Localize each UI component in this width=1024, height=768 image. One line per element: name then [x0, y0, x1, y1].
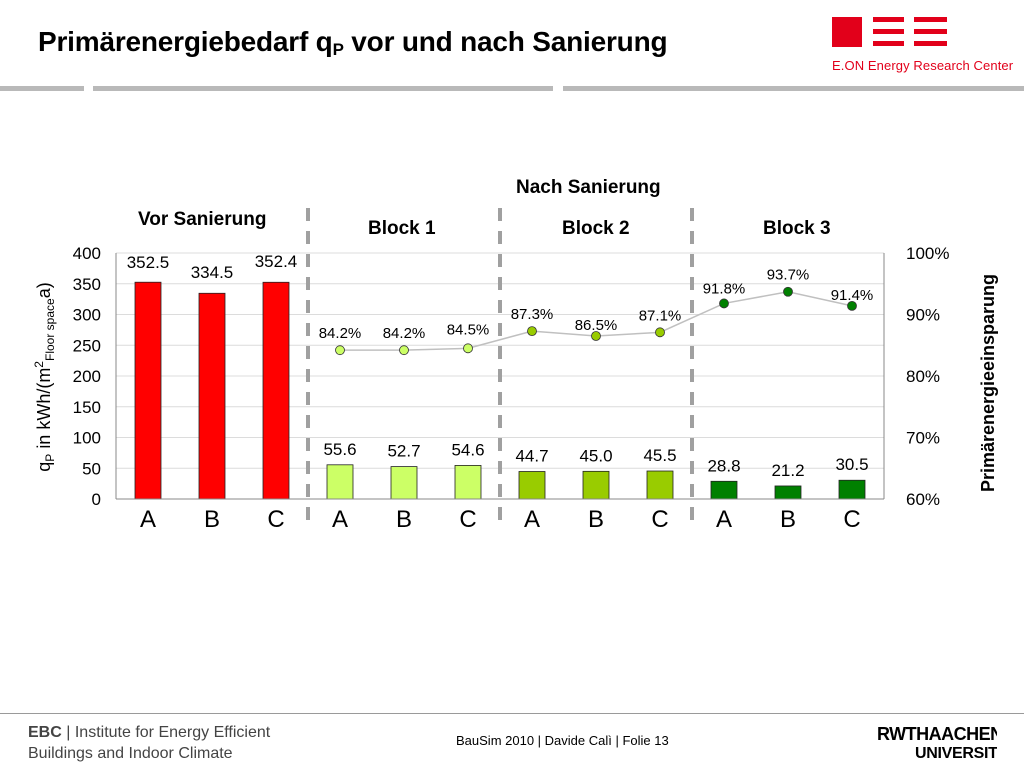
savings-point	[527, 326, 537, 337]
bar-value-label: 30.5	[835, 455, 868, 474]
y2-tick-label: 60%	[906, 490, 940, 509]
y2-tick-label: 70%	[906, 429, 940, 448]
group-dividers	[306, 208, 694, 520]
bar-value-label: 334.5	[191, 263, 234, 282]
x-tick-label: A	[332, 506, 348, 533]
savings-point	[591, 331, 601, 341]
y-tick-label: 0	[92, 490, 101, 509]
bar-value-label: 45.0	[579, 446, 612, 465]
savings-label: 84.2%	[319, 325, 362, 342]
savings-label: 84.2%	[383, 325, 426, 342]
savings-point	[655, 327, 665, 338]
y-axis-label: qP in kWh/(m2Floor spacea)	[32, 282, 57, 471]
savings-label: 86.5%	[575, 317, 618, 334]
savings-label: 93.7%	[767, 267, 810, 284]
chart-axes: 0 50 100 150 200 250 300 350 400 60% 70% 80% 90% 100%…	[73, 244, 950, 533]
bar	[454, 465, 482, 500]
y-tick-label: 250	[73, 336, 101, 355]
group-label-nach: Nach Sanierung	[516, 177, 661, 198]
title-divider-segment	[563, 86, 1024, 91]
title-divider-segment	[93, 86, 553, 91]
bar	[262, 281, 290, 500]
bar	[326, 464, 354, 500]
savings-label: 87.1%	[639, 307, 682, 324]
bar	[646, 470, 674, 500]
title-divider-segment	[0, 86, 84, 91]
bar	[710, 480, 738, 500]
x-tick-label: C	[459, 506, 476, 533]
bar-value-label: 28.8	[707, 456, 740, 475]
bar	[838, 479, 866, 500]
page-title: Primärenergiebedarf qP vor und nach Sani…	[38, 26, 668, 59]
x-tick-label: B	[780, 506, 796, 533]
y-tick-label: 350	[73, 275, 101, 294]
savings-label: 84.5%	[447, 321, 490, 338]
bar-value-labels: 352.5 334.5 352.4 55.6 52.7 54.6 44.7 45.0 45.5 2…	[127, 252, 869, 480]
y2-tick-label: 90%	[906, 306, 940, 325]
y2-tick-label: 100%	[906, 244, 949, 263]
bar-value-label: 54.6	[451, 440, 484, 459]
group-label-block3: Block 3	[763, 218, 831, 239]
y-tick-label: 50	[82, 459, 101, 478]
y-tick-label: 100	[73, 429, 101, 448]
savings-series: 84.2% 84.2% 84.5% 87.3% 86.5% 87.1% 91.8% 93.7%…	[319, 267, 874, 356]
bar	[582, 470, 610, 500]
bar-value-label: 45.5	[643, 446, 676, 465]
savings-point	[719, 298, 729, 309]
bar-series	[134, 281, 866, 500]
bar	[518, 471, 546, 500]
svg-text:UNIVERSITY: UNIVERSITY	[915, 745, 997, 762]
rwth-logo-icon: RWTHAACHEN UNIVERSITY	[877, 724, 997, 762]
group-label-block2: Block 2	[562, 218, 630, 239]
x-tick-label: C	[651, 506, 668, 533]
x-tick-label: A	[140, 506, 156, 533]
savings-label: 91.4%	[831, 287, 874, 304]
ebc-logo: EBC | Institute for Energy Efficient Bui…	[28, 724, 271, 762]
bar-value-label: 352.4	[255, 252, 298, 271]
x-tick-label: C	[843, 506, 860, 533]
y-tick-label: 400	[73, 244, 101, 263]
y2-axis-label: Primärenergieeinsparung	[978, 274, 998, 492]
x-tick-label: A	[716, 506, 732, 533]
bar-value-label: 44.7	[515, 447, 548, 466]
savings-label: 91.8%	[703, 280, 746, 297]
group-label-vor: Vor Sanierung	[138, 209, 266, 230]
savings-point	[399, 345, 409, 356]
y-tick-label: 150	[73, 398, 101, 417]
savings-point	[783, 286, 793, 297]
group-label-block1: Block 1	[368, 218, 436, 239]
x-tick-label: C	[267, 506, 284, 533]
savings-label: 87.3%	[511, 306, 554, 323]
x-tick-label: B	[204, 506, 220, 533]
savings-point	[847, 300, 857, 311]
eon-logo-icon	[832, 17, 947, 47]
bar	[390, 466, 418, 500]
x-tick-label: A	[524, 506, 540, 533]
y2-tick-label: 80%	[906, 367, 940, 386]
bar	[198, 292, 226, 500]
x-tick-label: B	[396, 506, 412, 533]
bar-value-label: 55.6	[323, 440, 356, 459]
x-tick-label: B	[588, 506, 604, 533]
bar-value-label: 352.5	[127, 253, 170, 272]
y-tick-label: 300	[73, 306, 101, 325]
bar	[774, 485, 802, 500]
y-tick-label: 200	[73, 367, 101, 386]
savings-point	[463, 343, 473, 354]
footer-text: BauSim 2010 | Davide Calì | Folie 13	[456, 733, 669, 748]
footer-divider	[0, 713, 1024, 714]
bar-value-label: 21.2	[771, 461, 804, 480]
bar-value-label: 52.7	[387, 442, 420, 461]
eon-logo-text: E.ON Energy Research Center	[832, 58, 1014, 73]
savings-point	[335, 345, 345, 356]
bar	[134, 281, 162, 500]
svg-text:RWTHAACHEN: RWTHAACHEN	[877, 724, 997, 744]
